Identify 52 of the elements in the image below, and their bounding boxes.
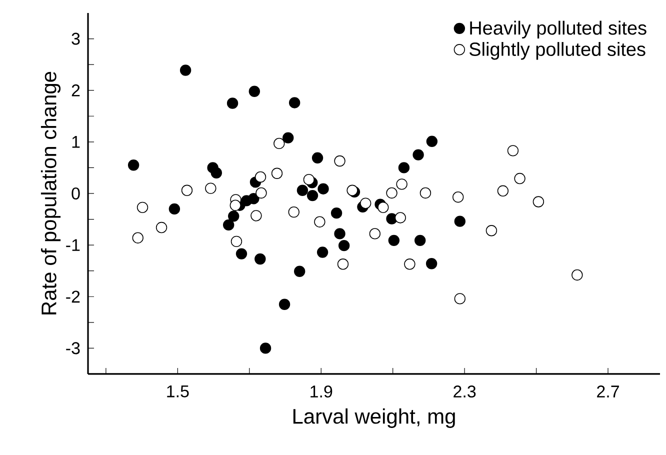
x-tick-label: 1.5 [167, 385, 189, 398]
point [226, 98, 238, 109]
point [338, 240, 350, 252]
point [454, 216, 466, 227]
point [180, 64, 192, 76]
point [222, 219, 234, 231]
point [303, 174, 315, 186]
point [378, 202, 389, 214]
point [282, 132, 294, 144]
point [128, 160, 140, 171]
point [312, 152, 324, 164]
y-tick-label: 0 [72, 187, 80, 200]
x-tick-label: 1.9 [310, 386, 332, 398]
point [426, 136, 438, 147]
point [360, 198, 372, 209]
point [296, 184, 308, 196]
point [414, 234, 426, 246]
point [306, 190, 318, 202]
point [228, 210, 240, 222]
point [248, 193, 260, 204]
point [210, 167, 222, 178]
point [316, 246, 328, 258]
x-axis-title: Larval weight, mg [293, 408, 455, 428]
point [294, 266, 306, 277]
point [248, 86, 260, 97]
point [236, 248, 248, 260]
point [318, 183, 329, 194]
point [388, 234, 400, 246]
y-tick-label: -3 [66, 342, 80, 354]
y-tick-label: 2 [72, 84, 80, 96]
point [168, 203, 180, 215]
x-tick-label: 2.7 [597, 386, 619, 398]
point [260, 342, 272, 354]
point [254, 171, 266, 183]
point [254, 253, 266, 265]
point [230, 200, 241, 211]
point [278, 298, 290, 310]
point [426, 258, 438, 270]
point [346, 184, 358, 196]
point [412, 149, 424, 160]
legend-label: Slightly polluted sites [469, 42, 646, 60]
y-tick-label: -2 [66, 290, 80, 303]
y-tick-label: 1 [72, 136, 80, 148]
y-tick-label: 3 [72, 32, 80, 45]
y-tick-label: -1 [66, 239, 80, 251]
x-tick-label: 2.3 [454, 386, 476, 398]
point [334, 228, 346, 240]
point [398, 162, 410, 174]
point [330, 207, 342, 219]
point [288, 97, 300, 108]
legend-label: Heavily polluted sites [470, 20, 646, 38]
y-axis-title: Rate of population change [40, 72, 61, 314]
